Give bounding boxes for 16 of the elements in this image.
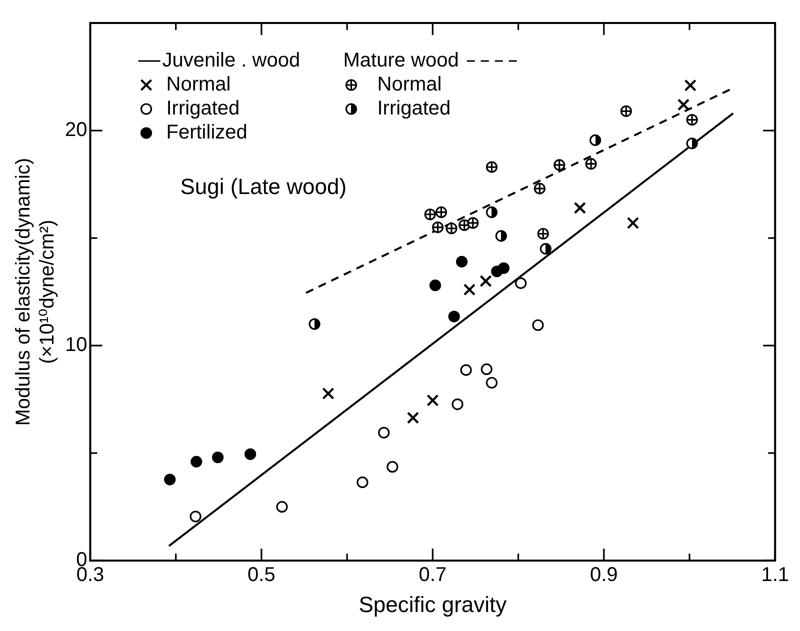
legend-label: Normal (166, 74, 231, 96)
x-tick-label: 1.1 (761, 564, 790, 586)
legend-label: Juvenile . wood (162, 50, 300, 72)
text: Mature wood (343, 50, 459, 72)
legend-label: Irrigated (166, 98, 240, 120)
annotation: Sugi (Late wood) (180, 174, 347, 200)
legend-label: Irrigated (377, 98, 451, 120)
legend-label: Fertilized (166, 122, 248, 144)
x-tick-label: 0.9 (590, 564, 618, 586)
y-tick-label: 20 (64, 119, 88, 142)
y-tick-label: 10 (64, 334, 88, 356)
legend-label: Normal (377, 74, 442, 96)
x-tick-label: 0.5 (248, 564, 276, 586)
x-tick-label: 0.7 (418, 564, 447, 586)
y-axis-title: Modulus of elasticity(dynamic) (×10¹⁰dyne/cm²) (12, 158, 59, 426)
x-axis-title: Specific gravity (358, 592, 507, 617)
